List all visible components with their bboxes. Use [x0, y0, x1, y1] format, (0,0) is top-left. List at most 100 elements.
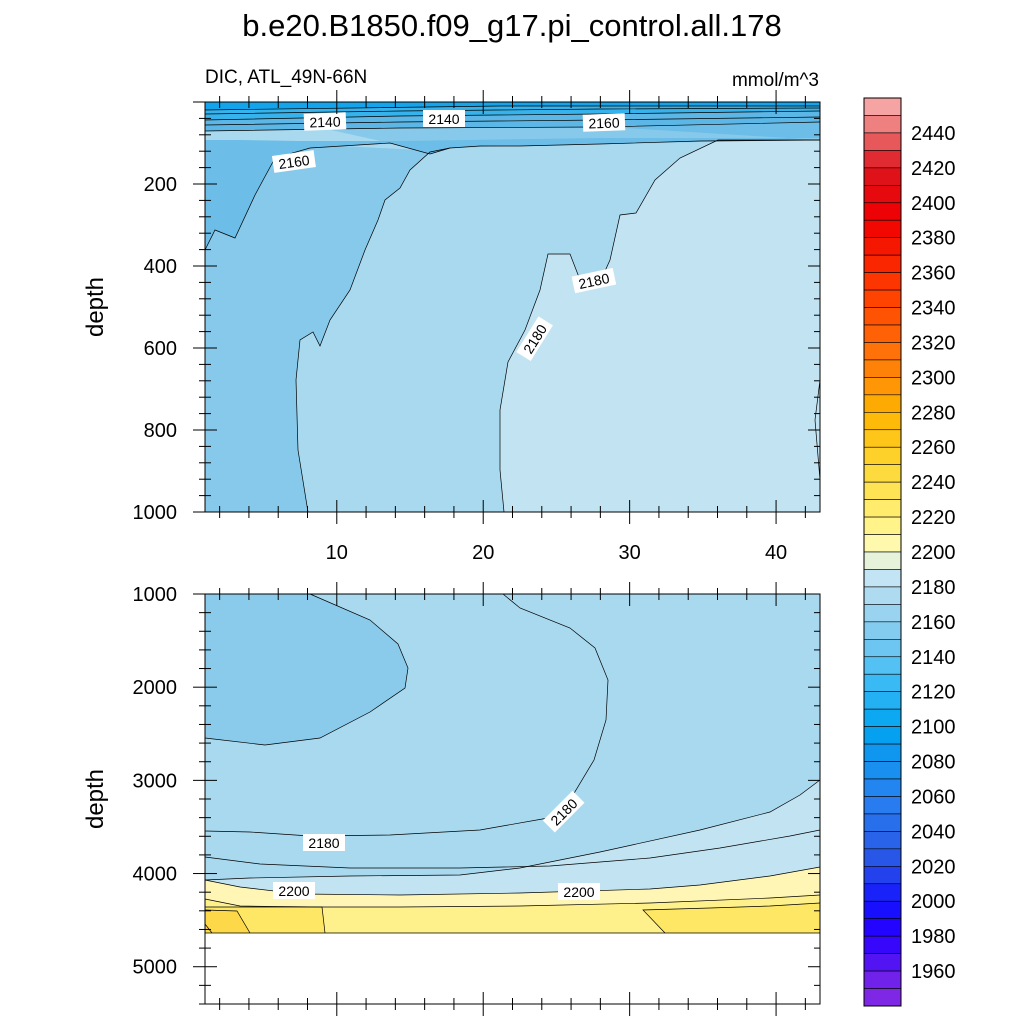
- colorbar-tick-label: 2200: [911, 542, 956, 564]
- upper-contour-label-2160-a-text: 2160: [588, 114, 620, 131]
- colorbar-tick-label: 2320: [911, 332, 956, 354]
- colorbar-bin: [863, 883, 902, 902]
- colorbar-bin: [863, 848, 902, 867]
- lower-contour-2230-line: [204, 909, 251, 934]
- upper-y-tick-label: 200: [144, 174, 177, 196]
- colorbar-tick-label: 2240: [911, 472, 956, 494]
- colorbar-bin: [863, 254, 902, 273]
- upper-contour-2170-line: [295, 147, 451, 513]
- upper-x-tick-label: 40: [765, 542, 787, 564]
- colorbar-bin: [863, 970, 902, 989]
- upper-contour-2110-line: [204, 107, 821, 115]
- chart-units-label: mmol/m^3: [732, 70, 819, 91]
- colorbar-tick-label: 2160: [911, 612, 956, 634]
- upper-contour-label-2140-a-text: 2140: [309, 113, 341, 130]
- lower-y-tick-label: 2000: [133, 677, 178, 699]
- colorbar-bin: [863, 639, 902, 658]
- colorbar-tick-label: 2340: [911, 298, 956, 320]
- upper-y-axis: 200 400 600 800 1000: [133, 101, 820, 524]
- lower-y-axis-label: depth: [82, 769, 109, 829]
- lower-contour-2210-line: [204, 894, 821, 908]
- chart-subtitle-left: DIC, ATL_49N-66N: [205, 67, 367, 88]
- colorbar-bin: [863, 359, 902, 378]
- upper-contour-label-2140-b: 2140: [423, 110, 465, 127]
- lower-y-tick-label: 5000: [133, 957, 178, 979]
- colorbar-bin: [863, 289, 902, 308]
- upper-x-axis: 10 20 30 40: [219, 90, 806, 564]
- lower-contour-2220-left-line: [205, 906, 326, 934]
- colorbar-bin: [863, 219, 902, 238]
- colorbar-bin: [863, 412, 902, 431]
- lower-fill-2160: [205, 594, 408, 745]
- colorbar-bin: [863, 691, 902, 710]
- lower-contour-label-2180-a-text: 2180: [308, 835, 339, 851]
- colorbar-bin: [863, 272, 902, 291]
- lower-fill-2230: [205, 910, 250, 933]
- colorbar-bin: [863, 377, 902, 396]
- lower-contour-label-2180-a: 2180: [303, 834, 345, 851]
- colorbar-bin: [863, 708, 902, 727]
- colorbar-bin: [863, 132, 902, 151]
- colorbar-bin: [863, 499, 902, 518]
- colorbar-bin: [863, 115, 902, 134]
- colorbar-bin: [863, 534, 902, 553]
- lower-contour-2180-line: [204, 779, 821, 881]
- upper-contour-label-2180-a-text: 2180: [577, 270, 611, 292]
- upper-y-tick-label: 400: [144, 256, 177, 278]
- upper-panel: 2140 2140 2160 2160 2180 2180 200 400 600 8…: [82, 90, 821, 564]
- lower-y-tick-label: 1000: [133, 584, 178, 606]
- colorbar-bin: [863, 394, 902, 413]
- chart-title: b.e20.B1850.f09_g17.pi_control.all.178: [242, 8, 782, 43]
- lower-contour-2190-line: [204, 829, 821, 869]
- colorbar-tick-label: 2000: [911, 891, 956, 913]
- colorbar-tick-label: 2220: [911, 507, 956, 529]
- colorbar-bin: [863, 866, 902, 885]
- colorbar-bin: [863, 656, 902, 675]
- upper-contour-label-2140-a: 2140: [303, 112, 347, 131]
- colorbar-bin: [863, 621, 902, 640]
- colorbar-bin: [863, 481, 902, 500]
- colorbar-tick-label: 2380: [911, 228, 956, 250]
- colorbar-bin: [863, 429, 902, 448]
- lower-y-tick-label: 3000: [133, 770, 178, 792]
- colorbar-tick-label: 2020: [911, 856, 956, 878]
- colorbar-tick-label: 2440: [911, 123, 956, 145]
- colorbar-tick-label: 2040: [911, 821, 956, 843]
- upper-y-tick-label: 600: [144, 338, 177, 360]
- upper-y-tick-label: 1000: [133, 502, 178, 524]
- lower-contour-2160-line: [204, 593, 409, 746]
- colorbar-bin: [863, 516, 902, 535]
- colorbar-bin: [863, 831, 902, 850]
- lower-contour-labels: 2180 2180 2200 2200: [273, 790, 600, 900]
- upper-contour-label-2180-a: 2180: [571, 267, 617, 294]
- colorbar-bin: [863, 150, 902, 169]
- lower-contour-2240-line: [204, 923, 213, 934]
- lower-contour-label-2200-a-text: 2200: [278, 883, 309, 899]
- lower-contour-label-2200-a: 2200: [273, 882, 315, 899]
- lower-fill-2220-right: [643, 903, 820, 933]
- upper-contour-label-2160-b-text: 2160: [277, 152, 310, 172]
- colorbar-bin: [863, 935, 902, 954]
- upper-x-tick-label: 20: [472, 542, 494, 564]
- colorbar-bin: [863, 778, 902, 797]
- upper-contour-labels: 2140 2140 2160 2160 2180 2180: [271, 110, 626, 362]
- upper-x-tick-label: 10: [326, 542, 348, 564]
- colorbar-bin: [863, 953, 902, 972]
- colorbar-bin: [863, 167, 902, 186]
- colorbar-bin: [863, 918, 902, 937]
- upper-contour-2160-line: [204, 139, 821, 251]
- upper-contour-label-2140-b-text: 2140: [428, 111, 459, 127]
- colorbar-bin: [863, 185, 902, 204]
- lower-contour-2200-line: [204, 866, 821, 896]
- colorbar-bin: [863, 446, 902, 465]
- upper-contour-label-2160-a: 2160: [582, 113, 626, 132]
- colorbar-tick-label: 2140: [911, 647, 956, 669]
- upper-contour-2120-line: [204, 110, 821, 121]
- colorbar-tick-label: 2100: [911, 717, 956, 739]
- colorbar-bin: [863, 813, 902, 832]
- colorbar-tick-label: 1960: [911, 961, 956, 983]
- colorbar-tick-label: 2180: [911, 577, 956, 599]
- colorbar-bin: [863, 900, 902, 919]
- colorbar-bin: [863, 464, 902, 483]
